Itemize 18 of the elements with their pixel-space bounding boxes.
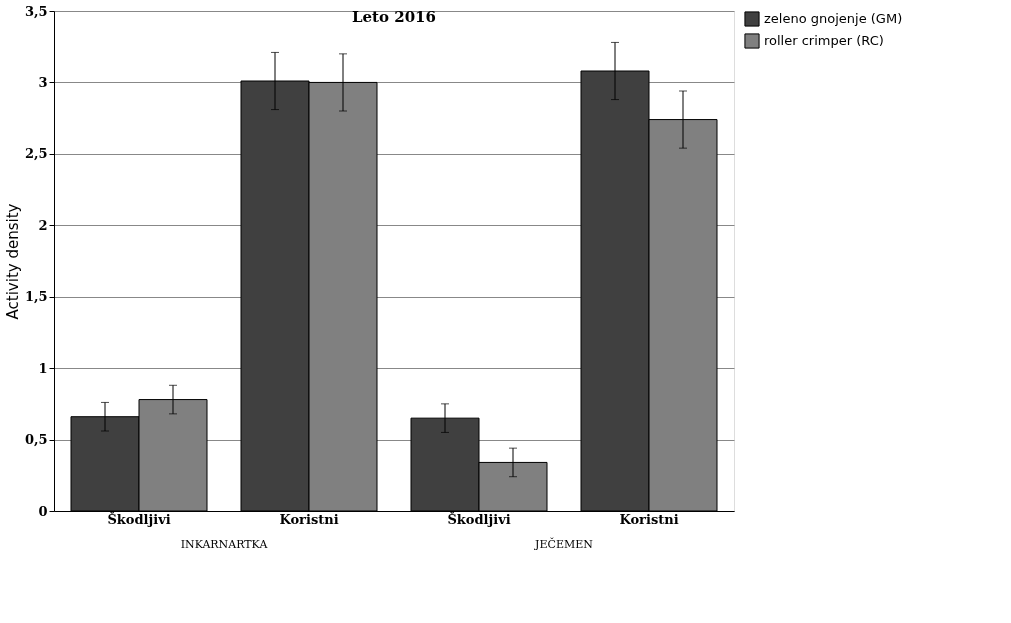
y-tick-label: 3,5 (24, 3, 48, 19)
y-tick-label: 3 (38, 74, 48, 90)
y-tick-label: 0 (38, 503, 48, 519)
x-tick-label: Škodljivi (107, 510, 171, 527)
y-tick-label: 1,5 (24, 289, 48, 305)
text: JEČEMEN (534, 537, 594, 551)
y-axis-title: Activity density (3, 203, 22, 320)
y-tick-label: 2 (38, 217, 48, 233)
y-tick-label: 2,5 (24, 146, 48, 162)
x-tick-label: Škodljivi (447, 510, 511, 527)
legend-label: roller crimper (RC) (764, 33, 884, 48)
x-tick-label: Koristni (279, 511, 339, 527)
y-tick-label: 1 (38, 360, 48, 376)
chart-title: Leto 2016 (352, 8, 436, 26)
x-tick-label: Koristni (619, 511, 679, 527)
legend-label: zeleno gnojenje (GM) (764, 11, 903, 26)
y-tick-label: 0,5 (24, 432, 48, 448)
text: INKARNARTKA (180, 538, 269, 551)
